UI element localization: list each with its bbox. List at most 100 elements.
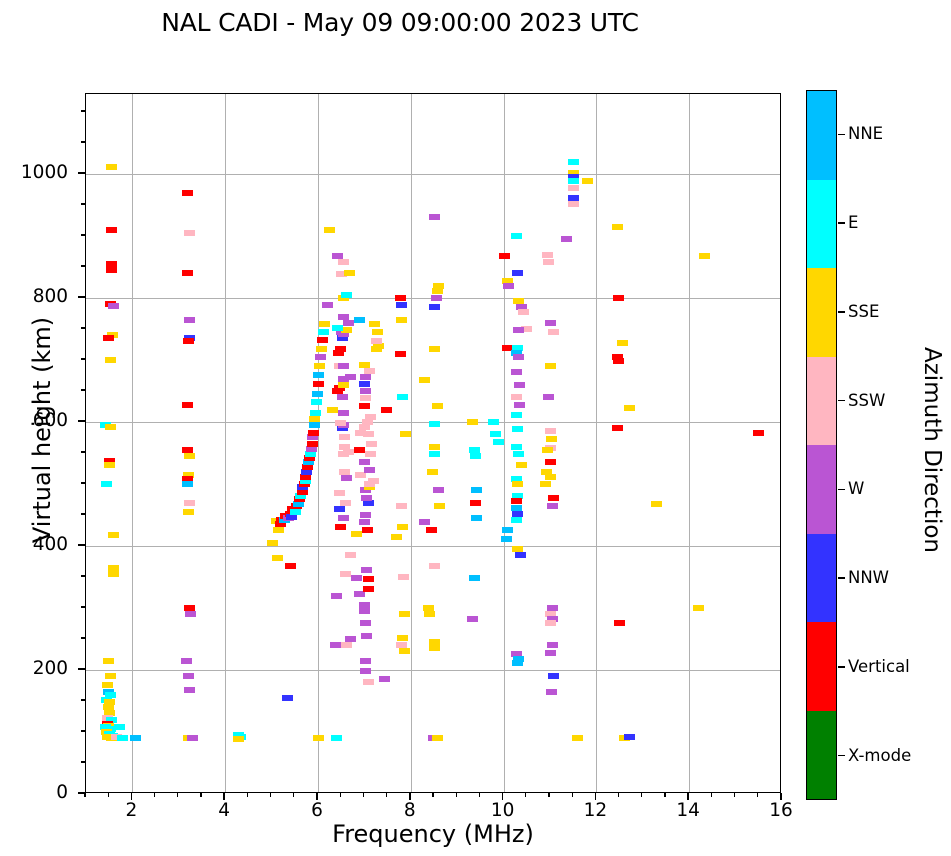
echo-marker [312, 735, 324, 742]
echo-marker [521, 325, 533, 332]
echo-marker [333, 384, 345, 391]
echo-marker [318, 329, 330, 336]
echo-marker [514, 552, 526, 559]
colorbar-segment-sse[interactable] [807, 268, 836, 357]
plot-area[interactable] [85, 93, 781, 793]
echo-marker [396, 642, 408, 649]
colorbar-tick-mark [838, 311, 845, 313]
echo-marker [428, 644, 440, 651]
colorbar-label-nnw: NNW [848, 568, 890, 588]
colorbar-label-nne: NNE [848, 124, 884, 144]
echo-marker [362, 679, 374, 686]
echo-marker [432, 403, 444, 410]
echo-marker [337, 515, 349, 522]
echo-marker [359, 487, 371, 494]
echo-marker [181, 401, 193, 408]
colorbar-segment-nne[interactable] [807, 91, 836, 180]
echo-marker [103, 462, 115, 469]
x-tick-minor [525, 793, 527, 797]
echo-marker [354, 591, 366, 598]
echo-marker [182, 338, 194, 345]
echo-marker [363, 368, 375, 375]
echo-marker [337, 409, 349, 416]
echo-marker [613, 358, 625, 365]
echo-marker [102, 335, 114, 342]
echo-marker [354, 446, 366, 453]
echo-marker [321, 302, 333, 309]
echo-marker [361, 632, 373, 639]
colorbar[interactable] [806, 90, 837, 800]
echo-marker [567, 184, 579, 191]
echo-marker [271, 555, 283, 562]
echo-marker [358, 403, 370, 410]
echo-marker [344, 552, 356, 559]
echo-marker [273, 527, 285, 534]
gridline-horizontal [86, 669, 780, 671]
echo-marker [500, 535, 512, 542]
colorbar-segment-vertical[interactable] [807, 622, 836, 711]
echo-marker [547, 642, 559, 649]
echo-marker [106, 260, 118, 267]
colorbar-segment-nnw[interactable] [807, 533, 836, 622]
echo-marker [512, 426, 524, 433]
echo-marker [426, 468, 438, 475]
x-tick-label: 14 [676, 800, 700, 821]
y-tick-minor [81, 358, 85, 360]
echo-marker [423, 611, 435, 618]
echo-marker [183, 335, 195, 342]
echo-marker [337, 375, 349, 382]
page-title: NAL CADI - May 09 09:00:00 2023 UTC [161, 8, 639, 37]
echo-marker [431, 294, 443, 301]
echo-marker [624, 405, 636, 412]
echo-marker [511, 516, 523, 523]
y-tick-minor [81, 327, 85, 329]
colorbar-segment-e[interactable] [807, 179, 836, 268]
echo-marker [364, 484, 376, 491]
echo-marker [512, 451, 524, 458]
x-tick-minor [200, 793, 202, 797]
echo-marker [106, 226, 118, 233]
echo-marker [422, 604, 434, 611]
echo-marker [103, 699, 115, 706]
echo-marker [567, 178, 579, 185]
colorbar-segment-x-mode[interactable] [807, 710, 836, 799]
echo-marker [270, 518, 282, 525]
x-tick-minor [710, 793, 712, 797]
echo-marker [183, 316, 195, 323]
echo-marker [545, 428, 557, 435]
echo-marker [363, 467, 375, 474]
echo-marker [309, 409, 321, 416]
echo-marker [317, 337, 329, 344]
echo-marker [106, 716, 118, 723]
echo-marker [275, 521, 287, 528]
y-tick-minor [81, 513, 85, 515]
echo-marker [511, 476, 523, 483]
echo-marker [469, 446, 481, 453]
y-tick-mark [78, 544, 85, 546]
echo-marker [183, 229, 195, 236]
echo-marker [362, 586, 374, 593]
colorbar-segment-ssw[interactable] [807, 356, 836, 445]
echo-marker [544, 459, 556, 466]
echo-marker [102, 688, 114, 695]
colorbar-segment-w[interactable] [807, 445, 836, 534]
echo-marker [470, 453, 482, 460]
echo-marker [344, 635, 356, 642]
echo-marker [332, 349, 344, 356]
echo-marker [428, 421, 440, 428]
y-tick-label: 0 [56, 782, 68, 803]
echo-marker [396, 302, 408, 309]
y-tick-minor [81, 265, 85, 267]
echo-marker [544, 363, 556, 370]
echo-marker [338, 313, 350, 320]
y-tick-minor [81, 451, 85, 453]
echo-marker [395, 350, 407, 357]
x-tick-label: 16 [769, 800, 793, 821]
echo-marker [108, 303, 120, 310]
echo-marker [434, 502, 446, 509]
echo-marker [511, 349, 523, 356]
echo-marker [183, 604, 195, 611]
echo-marker [182, 673, 194, 680]
echo-marker [311, 391, 323, 398]
echo-marker [651, 500, 663, 507]
